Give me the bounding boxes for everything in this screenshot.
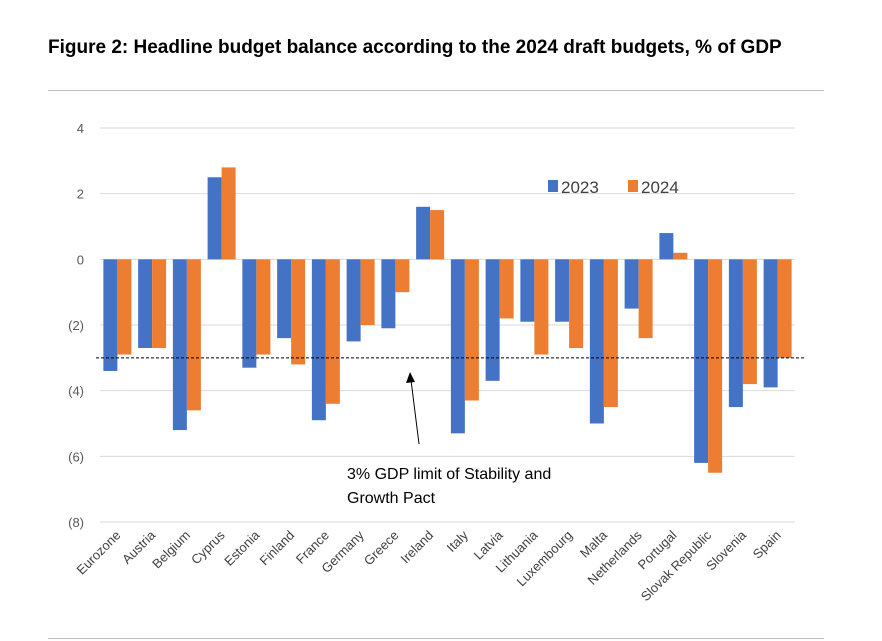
y-tick-label: (2) [68,318,84,333]
category-label: Italy [444,527,472,555]
bar-2023-italy [450,259,465,434]
bar-2024-eurozone [117,259,132,355]
bar-2024-portugal [673,252,688,260]
bar-2024-netherlands [638,259,653,339]
bar-2023-france [311,259,326,421]
bar-2023-slovenia [728,259,743,408]
bar-2024-estonia [256,259,271,355]
bar-2023-germany [346,259,361,342]
bar-2024-slovenia [742,259,757,385]
bar-2024-lithuania [534,259,549,355]
bar-2023-spain [763,259,778,388]
bar-2023-finland [277,259,292,339]
y-tick-label: (4) [68,384,84,399]
annotation-arrowhead [406,372,415,383]
category-label: Spain [750,528,784,562]
legend-label-2024: 2024 [641,178,679,197]
bar-2024-latvia [499,259,514,319]
bar-2024-france [325,259,340,404]
bar-2024-malta [603,259,618,408]
bar-2024-luxembourg [569,259,584,348]
bar-2024-greece [395,259,410,293]
y-tick-label: (8) [68,515,84,530]
y-tick-label: 2 [77,187,84,202]
category-label: Ireland [398,528,437,567]
y-tick-label: 0 [77,252,84,267]
bar-2023-latvia [485,259,500,381]
x-axis-categories: EurozoneAustriaBelgiumCyprusEstoniaFinla… [74,527,784,604]
bar-2024-slovak-republic [708,259,723,473]
bar-2023-austria [138,259,153,348]
bar-2023-estonia [242,259,257,368]
bar-2024-ireland [430,210,445,260]
annotation-arrow [410,379,420,445]
bottom-divider [48,638,824,639]
bar-2023-malta [589,259,604,424]
bar-2023-cyprus [207,177,222,260]
bar-2023-eurozone [103,259,118,371]
top-divider [48,90,824,91]
bar-2024-austria [152,259,167,348]
y-tick-label: (6) [68,449,84,464]
category-label: Belgium [149,528,193,572]
category-label: Finland [256,528,297,569]
legend-swatch-2024 [628,180,638,192]
category-label: Eurozone [74,528,124,578]
bar-2023-belgium [172,259,187,431]
annotation-line-2: Growth Pact [347,490,436,507]
chart-title: Figure 2: Headline budget balance accord… [48,37,782,58]
bar-2023-greece [381,259,396,329]
category-label: Estonia [221,527,263,569]
bar-2023-slovak-republic [694,259,709,463]
y-axis-ticks: 4 2 0 (2) (4) (6) (8) [68,121,84,530]
y-tick-label: 4 [77,121,84,136]
bar-2024-cyprus [221,167,236,260]
legend-label-2023: 2023 [561,178,599,197]
bars [103,167,792,473]
bar-2024-finland [291,259,306,365]
bar-2024-spain [777,259,792,358]
grid-lines [100,127,795,523]
category-label: Cyprus [188,527,228,567]
bar-2023-netherlands [624,259,639,309]
bar-2023-luxembourg [555,259,570,322]
annotation-line-1: 3% GDP limit of Stability and [347,466,551,483]
bar-2023-lithuania [520,259,535,322]
bar-2024-italy [464,259,479,401]
category-label: Greece [361,528,402,569]
legend: 2023 2024 [548,178,679,197]
bar-2024-belgium [186,259,201,411]
legend-swatch-2023 [548,180,558,192]
bar-2023-ireland [416,206,431,260]
bar-2024-germany [360,259,375,325]
bar-2023-portugal [659,233,674,260]
category-label: Slovenia [703,527,749,573]
